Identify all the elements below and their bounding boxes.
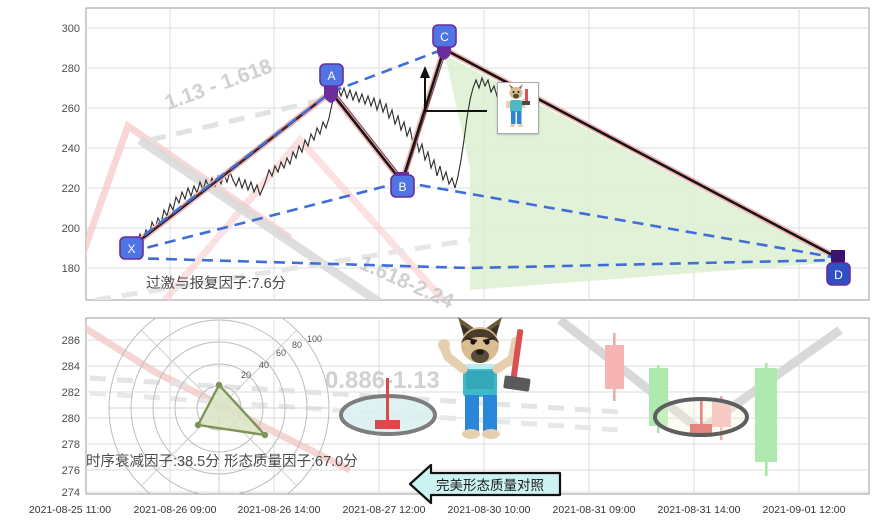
radar-series-polygon (196, 383, 267, 437)
radar-tick-80: 80 (292, 340, 302, 350)
gray-dashed-bottom-1 (89, 375, 621, 415)
price-ytick-180: 180 (62, 263, 80, 275)
indicator-ytick-278: 278 (62, 439, 80, 451)
marker-d-badge (826, 262, 851, 286)
harmonic-leg-bc (400, 48, 446, 183)
candle-up-2 (755, 363, 777, 476)
leader-arrowhead (420, 66, 430, 78)
marker-b-label: B (398, 180, 406, 194)
callout-bubble[interactable] (408, 463, 562, 505)
radar-tick-40: 40 (259, 360, 269, 370)
gray-projection-main (137, 136, 384, 300)
price-ytick-labels: 300 280 260 240 220 200 180 (62, 23, 80, 275)
xtick-7: 2021-09-01 12:00 (763, 504, 846, 516)
radar-tick-100: 100 (307, 334, 322, 344)
marker-d[interactable]: D (826, 250, 851, 286)
candle-left (375, 378, 400, 429)
xtick-2: 2021-08-26 14:00 (238, 504, 321, 516)
radar-series-vertices (194, 381, 269, 439)
radar-tick-labels: 20 40 60 80 100 (241, 334, 322, 380)
xtick-1: 2021-08-26 09:00 (134, 504, 217, 516)
factor-text-price-panel: 过激与报复因子:7.6分 (146, 274, 286, 292)
mascot-thumbnail-frame (497, 82, 539, 134)
marker-b-badge (390, 174, 415, 198)
marker-c-label: C (440, 30, 449, 44)
marker-c[interactable]: C (432, 24, 457, 60)
blue-dash-a-to-c (330, 47, 445, 94)
marker-x-label: X (127, 242, 135, 256)
blue-dash-x-to-b (129, 180, 403, 254)
xtick-3: 2021-08-27 12:00 (343, 504, 426, 516)
indicator-ytick-labels: 286 284 282 280 278 276 274 (62, 335, 80, 499)
pink-projection-right (162, 134, 448, 300)
candle-up-1 (649, 365, 668, 433)
cd-projection-band (445, 55, 840, 290)
price-ytick-300: 300 (62, 23, 80, 35)
ellipse-highlight-right (653, 397, 749, 437)
factor-text-quality: 形态质量因子:67.0分 (224, 453, 358, 470)
blue-dash-b-to-d (401, 180, 839, 260)
mascot-thumbnail-icon (506, 84, 530, 127)
marker-a-pin (324, 84, 338, 103)
indicator-ytick-286: 286 (62, 335, 80, 347)
gray-dashed-bottom-2 (89, 390, 621, 433)
price-line (130, 86, 456, 248)
price-ytick-240: 240 (62, 143, 80, 155)
mascot-large (430, 315, 538, 445)
indicator-ytick-280: 280 (62, 413, 80, 425)
price-ytick-220: 220 (62, 183, 80, 195)
price-ytick-280: 280 (62, 63, 80, 75)
marker-x[interactable]: X (119, 236, 144, 260)
marker-a[interactable]: A (319, 63, 344, 103)
indicator-ytick-276: 276 (62, 465, 80, 477)
leader-line (424, 75, 487, 112)
xtick-0: 2021-08-25 11:00 (29, 504, 111, 516)
mascot-large-icon (438, 317, 531, 439)
xtick-6: 2021-08-31 14:00 (658, 504, 741, 516)
blue-dash-x-to-a-upper (129, 90, 332, 248)
price-ytick-200: 200 (62, 223, 80, 235)
blue-dash-x-to-d-flat (129, 256, 839, 270)
marker-d-label: D (834, 268, 843, 282)
gray-projection-bottom-left (86, 324, 352, 474)
xtick-4: 2021-08-30 10:00 (448, 504, 531, 516)
indicator-ytick-284: 284 (62, 361, 80, 373)
callout-label: 完美形态质量对照 (436, 478, 544, 493)
xtick-5: 2021-08-31 09:00 (553, 504, 636, 516)
marker-x-badge (119, 236, 144, 260)
indicator-ytick-274: 274 (62, 487, 80, 499)
xaxis-labels: 2021-08-25 11:00 2021-08-26 09:00 2021-0… (29, 504, 846, 516)
harmonic-leg-ab (329, 91, 404, 183)
indicator-ytick-282: 282 (62, 387, 80, 399)
candle-down-1 (605, 333, 624, 401)
price-ytick-260: 260 (62, 103, 80, 115)
candle-down-2 (690, 398, 712, 434)
candle-down-3 (712, 396, 731, 440)
marker-a-badge (319, 63, 344, 87)
factor-text-timedecay: 时序衰减因子:38.5分 (86, 453, 220, 470)
radar-tick-60: 60 (276, 348, 286, 358)
marker-a-label: A (327, 69, 335, 83)
gray-dashed-lower (94, 237, 471, 300)
marker-c-badge (432, 24, 457, 48)
watermark-indicator-ratio: 0.886-1.13 (325, 367, 440, 394)
gray-dashed-upper (149, 95, 331, 143)
marker-b[interactable]: B (390, 172, 415, 198)
radar-tick-20: 20 (241, 370, 251, 380)
